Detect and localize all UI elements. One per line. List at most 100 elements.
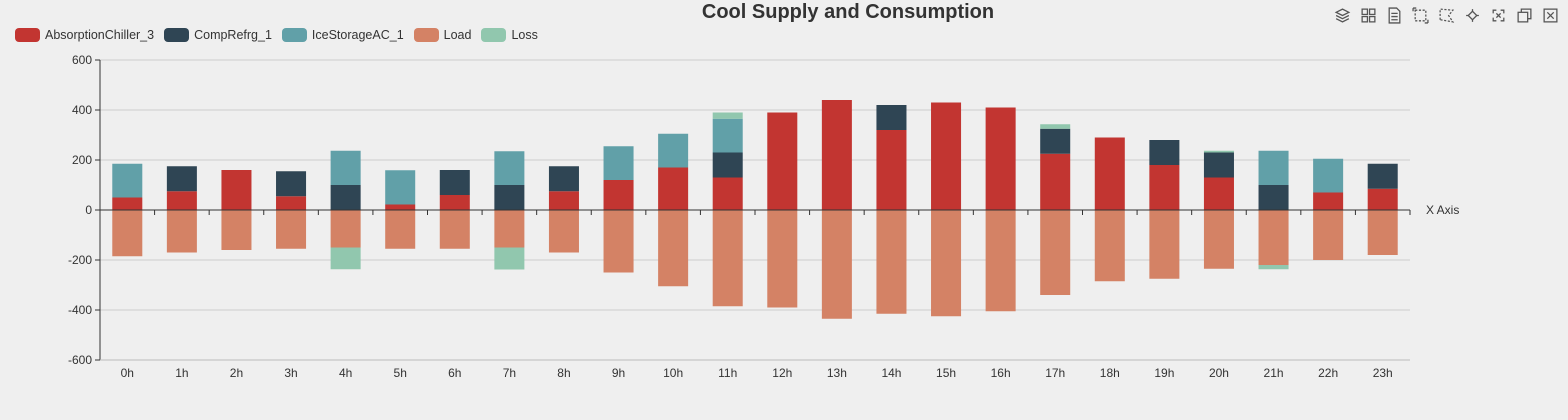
bar-comprefrg-1-23h[interactable] xyxy=(1367,163,1398,189)
keep-select-icon[interactable] xyxy=(1459,6,1485,24)
legend-swatch xyxy=(164,28,190,42)
x-tick-label: 13h xyxy=(827,366,847,380)
y-tick-label: 400 xyxy=(72,103,92,117)
bar-absorptionchiller-3-9h[interactable] xyxy=(603,180,634,210)
bar-load-4h[interactable] xyxy=(330,210,361,248)
bar-load-9h[interactable] xyxy=(603,210,634,273)
bar-load-8h[interactable] xyxy=(548,210,579,253)
bar-load-11h[interactable] xyxy=(712,210,743,307)
bar-load-5h[interactable] xyxy=(385,210,416,249)
bar-absorptionchiller-3-6h[interactable] xyxy=(439,195,470,210)
bar-comprefrg-1-3h[interactable] xyxy=(276,171,307,197)
y-tick-label: 200 xyxy=(72,153,92,167)
bar-absorptionchiller-3-5h[interactable] xyxy=(385,204,416,211)
bar-absorptionchiller-3-19h[interactable] xyxy=(1149,165,1180,210)
bar-comprefrg-1-20h[interactable] xyxy=(1203,152,1234,178)
bar-icestorageac-1-7h[interactable] xyxy=(494,151,525,185)
bar-load-13h[interactable] xyxy=(821,210,852,319)
grid-icon[interactable] xyxy=(1355,6,1381,24)
bar-loss-20h[interactable] xyxy=(1203,150,1234,153)
bar-load-3h[interactable] xyxy=(276,210,307,249)
bar-icestorageac-1-4h[interactable] xyxy=(330,150,361,185)
rect-select-icon[interactable] xyxy=(1407,6,1433,24)
bar-icestorageac-1-11h[interactable] xyxy=(712,118,743,153)
x-tick-label: 16h xyxy=(991,366,1011,380)
bar-load-22h[interactable] xyxy=(1313,210,1344,260)
bar-load-10h[interactable] xyxy=(658,210,689,287)
data-view-icon[interactable] xyxy=(1381,6,1407,24)
bar-load-12h[interactable] xyxy=(767,210,798,308)
restore-icon[interactable] xyxy=(1511,6,1537,24)
bar-icestorageac-1-0h[interactable] xyxy=(112,163,143,198)
bar-absorptionchiller-3-12h[interactable] xyxy=(767,112,798,211)
bar-load-14h[interactable] xyxy=(876,210,907,314)
legend-item-absorptionchiller-3[interactable]: AbsorptionChiller_3 xyxy=(15,28,154,42)
bar-load-6h[interactable] xyxy=(439,210,470,249)
bar-load-2h[interactable] xyxy=(221,210,252,250)
bar-comprefrg-1-7h[interactable] xyxy=(494,185,525,210)
bar-load-0h[interactable] xyxy=(112,210,143,257)
bar-absorptionchiller-3-0h[interactable] xyxy=(112,197,143,211)
legend-item-comprefrg-1[interactable]: CompRefrg_1 xyxy=(164,28,272,42)
bar-comprefrg-1-14h[interactable] xyxy=(876,105,907,130)
bar-absorptionchiller-3-16h[interactable] xyxy=(985,107,1016,211)
bar-loss-7h[interactable] xyxy=(494,247,525,270)
bar-loss-11h[interactable] xyxy=(712,112,743,119)
bar-comprefrg-1-11h[interactable] xyxy=(712,152,743,178)
bar-load-7h[interactable] xyxy=(494,210,525,248)
bar-load-17h[interactable] xyxy=(1040,210,1071,295)
clear-select-icon[interactable] xyxy=(1485,6,1511,24)
legend-item-loss[interactable]: Loss xyxy=(481,28,538,42)
bar-load-15h[interactable] xyxy=(931,210,962,317)
bar-load-20h[interactable] xyxy=(1203,210,1234,269)
save-image-icon[interactable] xyxy=(1537,6,1563,24)
bar-absorptionchiller-3-23h[interactable] xyxy=(1367,188,1398,210)
layers-icon[interactable] xyxy=(1329,6,1355,24)
bar-comprefrg-1-4h[interactable] xyxy=(330,185,361,210)
lasso-select-icon[interactable] xyxy=(1433,6,1459,24)
y-tick-label: 600 xyxy=(72,53,92,67)
y-tick-label: -600 xyxy=(68,353,92,367)
legend-item-icestorageac-1[interactable]: IceStorageAC_1 xyxy=(281,28,404,42)
bar-absorptionchiller-3-15h[interactable] xyxy=(931,102,962,211)
bar-icestorageac-1-21h[interactable] xyxy=(1258,150,1289,185)
bar-absorptionchiller-3-22h[interactable] xyxy=(1313,192,1344,211)
bar-absorptionchiller-3-8h[interactable] xyxy=(548,191,579,210)
bar-load-18h[interactable] xyxy=(1094,210,1125,282)
legend-label: Load xyxy=(443,28,472,42)
x-tick-label: 11h xyxy=(718,366,737,380)
bar-absorptionchiller-3-13h[interactable] xyxy=(821,100,852,210)
bar-absorptionchiller-3-17h[interactable] xyxy=(1040,153,1071,210)
bar-loss-21h[interactable] xyxy=(1258,265,1289,270)
bar-load-23h[interactable] xyxy=(1367,210,1398,255)
bar-absorptionchiller-3-20h[interactable] xyxy=(1203,177,1234,211)
bar-loss-4h[interactable] xyxy=(330,247,361,270)
bar-load-16h[interactable] xyxy=(985,210,1016,312)
bar-comprefrg-1-8h[interactable] xyxy=(548,166,579,192)
bar-icestorageac-1-5h[interactable] xyxy=(385,170,416,205)
bar-icestorageac-1-10h[interactable] xyxy=(658,133,689,168)
bar-absorptionchiller-3-10h[interactable] xyxy=(658,167,689,211)
bar-absorptionchiller-3-3h[interactable] xyxy=(276,196,307,210)
bar-absorptionchiller-3-18h[interactable] xyxy=(1094,137,1125,211)
bar-absorptionchiller-3-1h[interactable] xyxy=(166,191,197,210)
bar-comprefrg-1-17h[interactable] xyxy=(1040,128,1071,154)
bar-load-1h[interactable] xyxy=(166,210,197,253)
bar-load-19h[interactable] xyxy=(1149,210,1180,279)
bar-comprefrg-1-1h[interactable] xyxy=(166,166,197,192)
legend-label: CompRefrg_1 xyxy=(194,28,272,42)
bar-absorptionchiller-3-11h[interactable] xyxy=(712,177,743,211)
bar-absorptionchiller-3-2h[interactable] xyxy=(221,170,252,210)
bar-icestorageac-1-9h[interactable] xyxy=(603,146,634,180)
bar-loss-17h[interactable] xyxy=(1040,124,1071,129)
legend-label: Loss xyxy=(511,28,538,42)
bar-comprefrg-1-19h[interactable] xyxy=(1149,140,1180,165)
bar-comprefrg-1-21h[interactable] xyxy=(1258,185,1289,210)
bar-comprefrg-1-6h[interactable] xyxy=(439,170,470,195)
x-tick-label: 14h xyxy=(881,366,901,380)
legend-item-load[interactable]: Load xyxy=(413,28,472,42)
bar-load-21h[interactable] xyxy=(1258,210,1289,265)
bar-absorptionchiller-3-14h[interactable] xyxy=(876,130,907,210)
axes: 600 400 200 0 -200 -400 -600 0h 1h 2h 3h 4h 5h 6h 7h 8h… xyxy=(68,53,1459,380)
bar-icestorageac-1-22h[interactable] xyxy=(1313,158,1344,193)
